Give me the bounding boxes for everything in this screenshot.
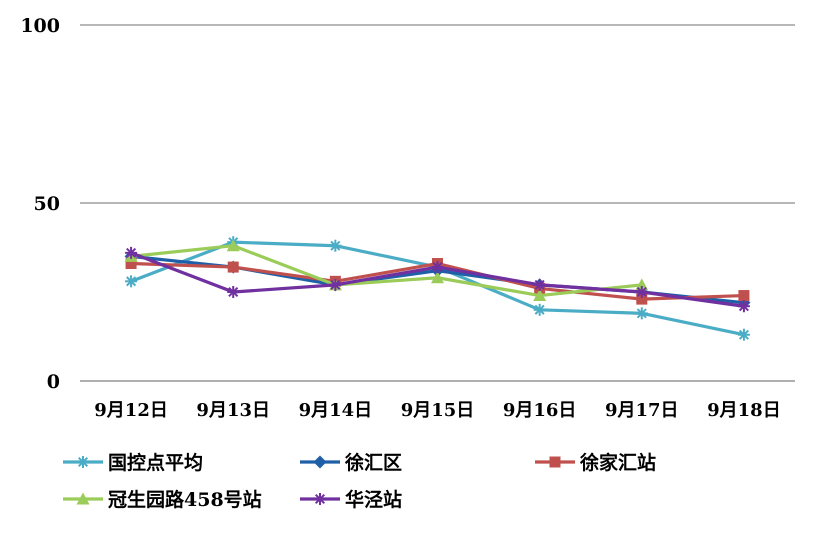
y-tick-label: 0 [47, 371, 60, 393]
data-point [737, 300, 750, 313]
legend-label: 徐汇区 [344, 451, 402, 474]
x-tick-label: 9月15日 [401, 400, 475, 421]
legend-label: 徐家汇站 [579, 451, 656, 474]
data-point [431, 261, 444, 274]
series-5 [125, 246, 750, 313]
data-point [737, 328, 750, 341]
series-1 [125, 236, 750, 341]
data-point [226, 239, 240, 252]
data-point [635, 286, 648, 298]
legend-marker [313, 455, 327, 469]
x-axis-ticks: 9月12日 9月13日 9月14日 9月15日 9月16日 9月17日 9月18日 [94, 400, 780, 421]
legend-marker [314, 493, 326, 505]
legend-marker [76, 492, 90, 505]
x-tick-label: 9月17日 [605, 400, 679, 421]
legend-marker [77, 456, 89, 468]
data-point [125, 275, 138, 288]
legend-label: 国控点平均 [108, 451, 203, 474]
data-point [533, 303, 546, 316]
data-point [635, 307, 648, 320]
data-point [125, 258, 137, 270]
data-point [533, 289, 547, 302]
legend-item: 国控点平均 [63, 451, 203, 474]
x-tick-label: 9月18日 [707, 400, 781, 421]
legend-label: 冠生园路458号站 [108, 488, 262, 511]
legend-item: 徐家汇站 [535, 451, 656, 474]
series-lines [124, 236, 751, 341]
data-point [738, 290, 750, 302]
data-point [227, 261, 239, 273]
legend-item: 华泾站 [300, 488, 402, 511]
series-line [129, 244, 644, 298]
x-tick-label: 9月14日 [299, 400, 373, 421]
data-point [431, 271, 444, 284]
data-point [533, 278, 546, 291]
data-point [227, 286, 240, 298]
y-tick-label: 100 [20, 15, 60, 37]
x-tick-label: 9月12日 [94, 400, 168, 421]
legend-item: 冠生园路458号站 [63, 488, 262, 511]
series-4 [124, 239, 649, 302]
legend-item: 徐汇区 [300, 451, 402, 474]
data-point [125, 246, 138, 259]
data-point [329, 278, 342, 291]
data-point [329, 239, 342, 252]
data-point [636, 293, 648, 305]
gridlines [80, 24, 795, 382]
y-axis-ticks: 0 50 100 [20, 15, 60, 393]
x-tick-label: 9月13日 [196, 400, 270, 421]
y-tick-label: 50 [34, 193, 60, 215]
x-tick-label: 9月16日 [503, 400, 577, 421]
legend-label: 华泾站 [345, 488, 402, 511]
legend-marker [549, 456, 561, 468]
